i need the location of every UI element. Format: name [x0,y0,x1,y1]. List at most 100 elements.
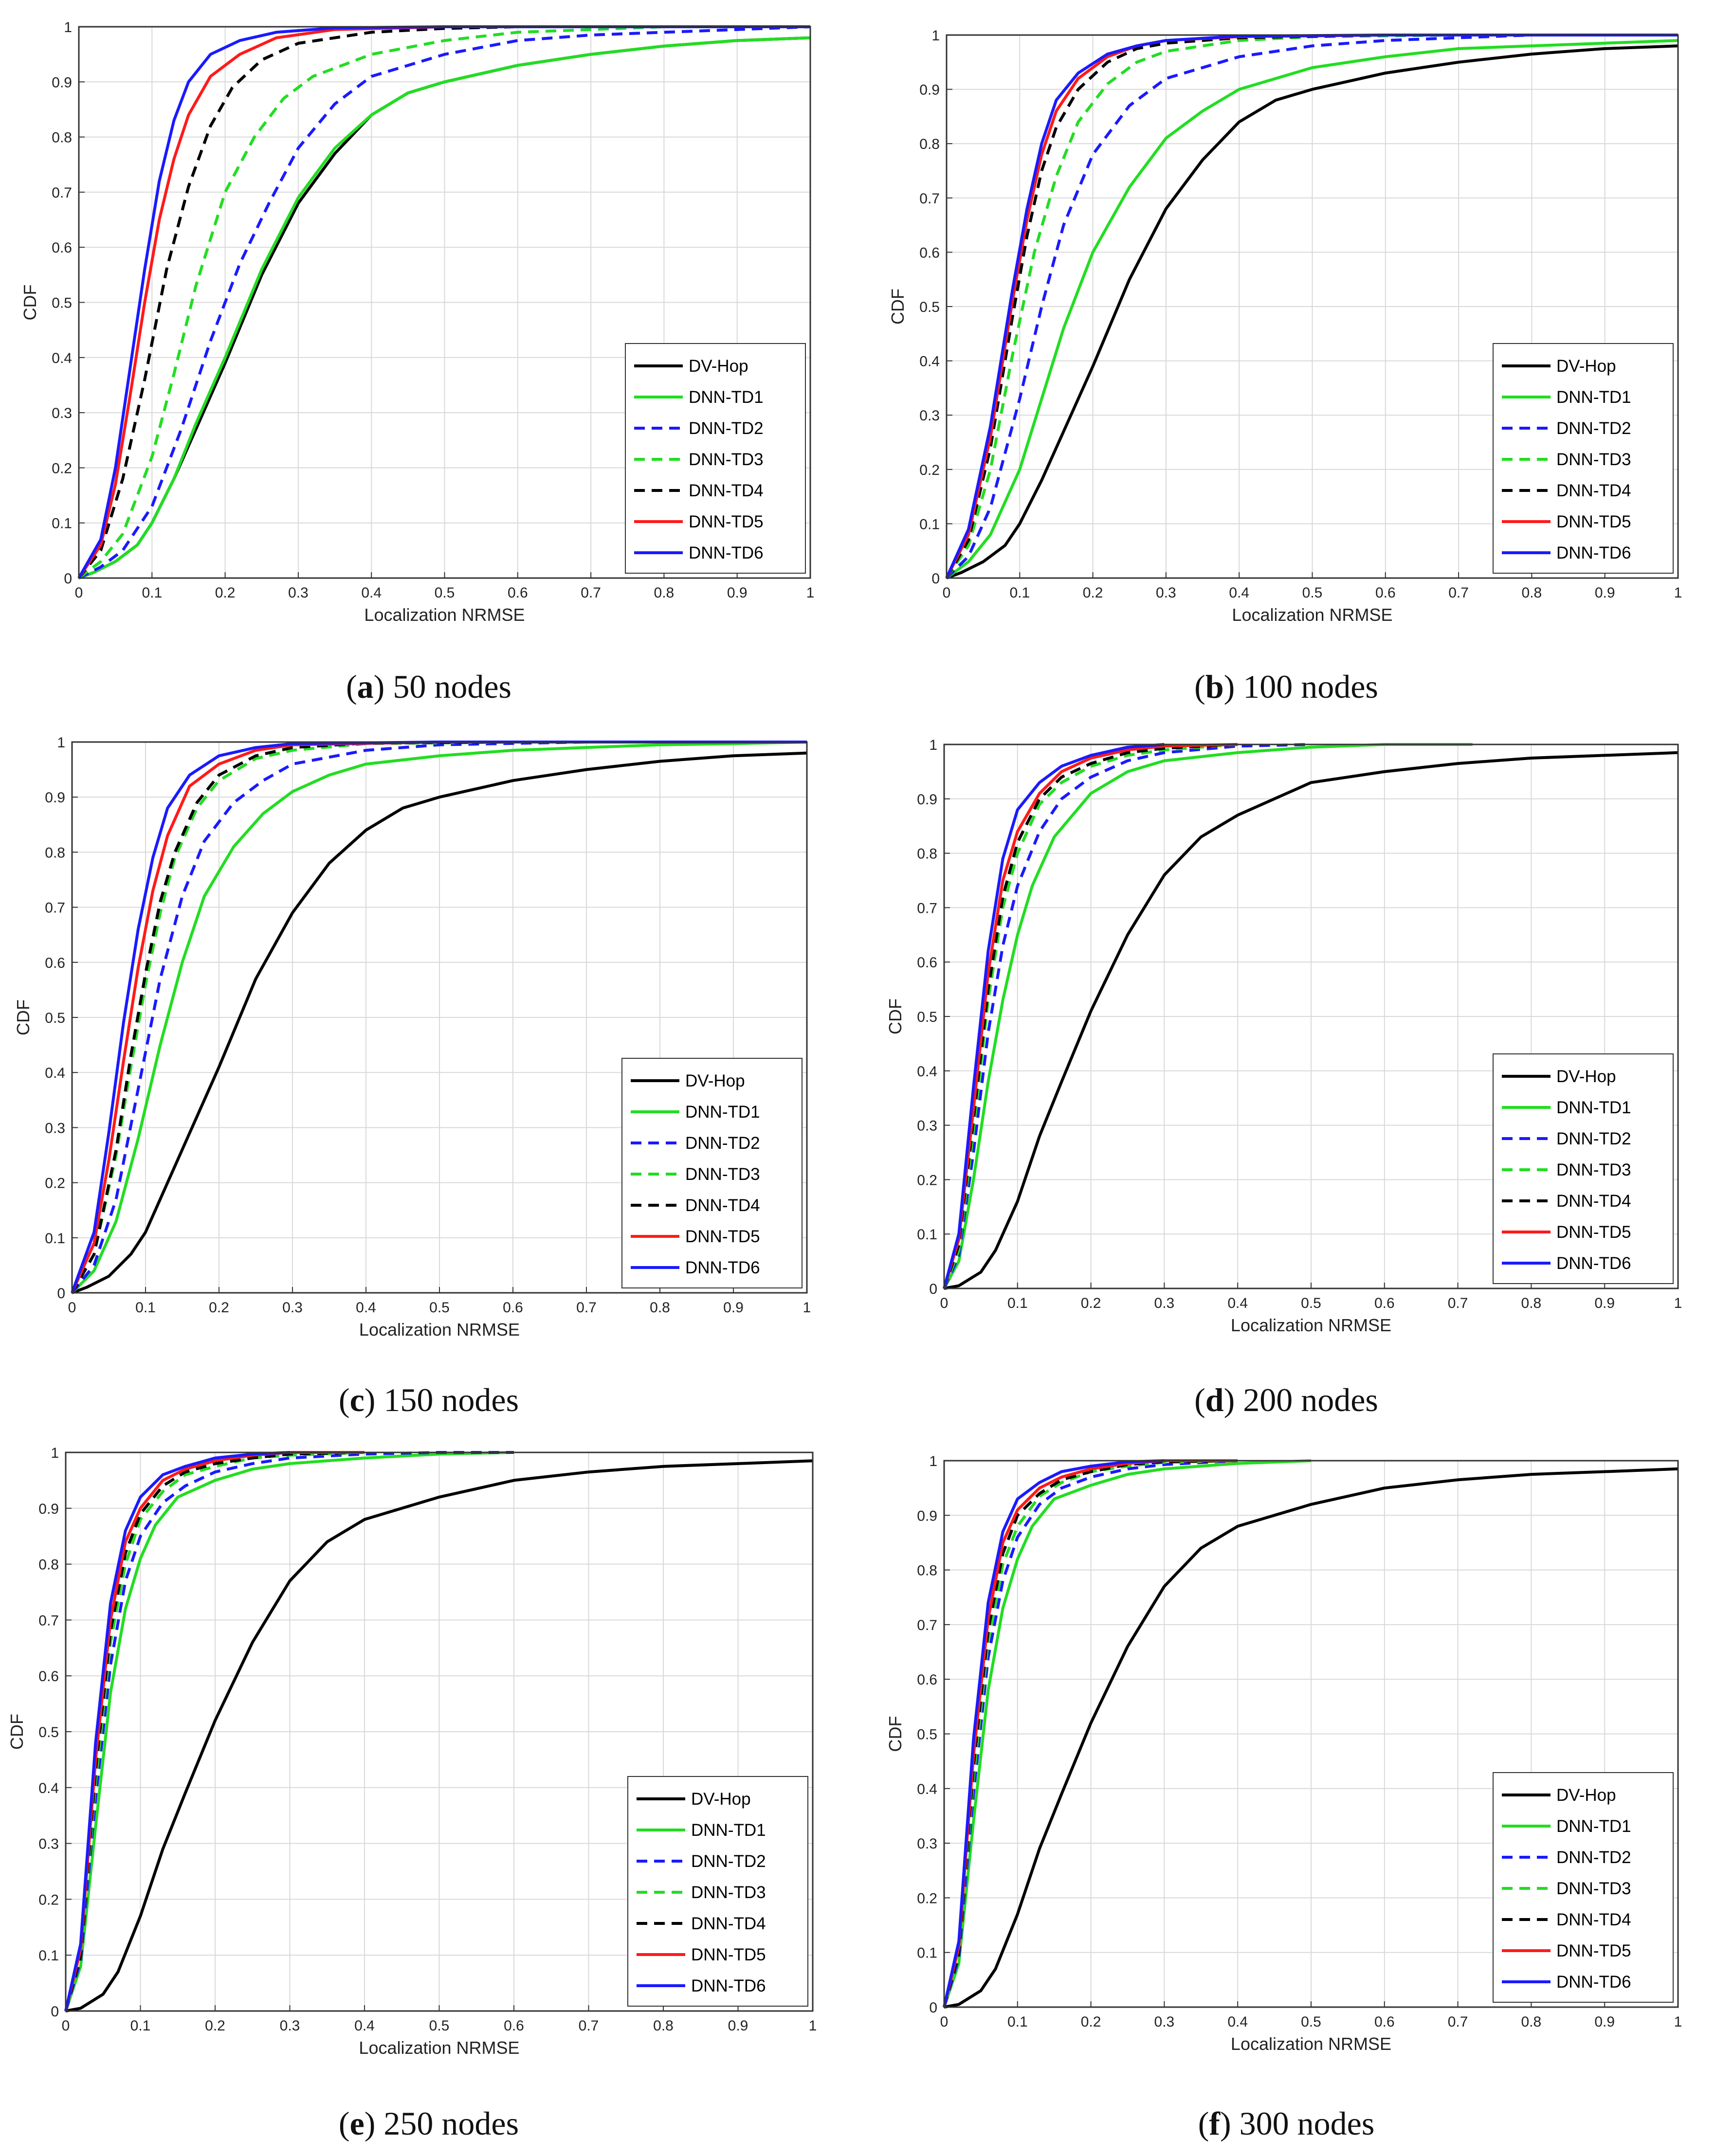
x-tick-label: 0.7 [1448,1295,1468,1311]
x-tick-label: 0.4 [1229,585,1249,601]
y-tick-label: 0.4 [919,354,940,370]
legend-label: DNN-TD6 [1556,1973,1631,1992]
axes-frame [943,743,1679,1289]
legend: DV-Hop DNN-TD1 DNN-TD2 DNN-TD3 DNN-TD4 DNN-TD… [1493,343,1674,574]
x-tick-label: 1 [1674,2014,1682,2030]
series-line-dv-hop [944,751,1679,1290]
y-tick-label: 0.5 [45,1010,65,1026]
x-tick-label: 0.9 [1595,585,1615,601]
y-tick-label: 0.8 [38,1557,59,1573]
x-tick-label: 0.7 [579,2018,599,2034]
x-tick-label: 0.9 [728,2018,748,2034]
x-tick-label: 0.8 [650,1300,670,1316]
y-tick-label: 0.9 [45,790,65,806]
series-line-dnn-td1 [946,39,1679,580]
x-tick-label: 0.1 [130,2018,151,2034]
x-tick-label: 0.9 [727,585,748,601]
legend-label: DNN-TD2 [1556,419,1631,438]
y-tick-label: 1 [51,1445,59,1461]
y-axis-label: CDF [20,285,40,321]
series-line-dnn-td6 [71,741,807,1294]
legend-label: DNN-TD2 [689,419,764,438]
x-tick-label: 0.4 [1227,2014,1248,2030]
legend-label: DNN-TD2 [1556,1848,1631,1867]
x-tick-label: 0.5 [429,2018,450,2034]
x-tick-label: 0.6 [504,2018,524,2034]
y-tick-label: 0.2 [38,1892,59,1908]
legend-label: DNN-TD4 [685,1196,760,1215]
series-line-dnn-td5 [943,743,1238,1289]
legend-label: DNN-TD2 [1556,1129,1631,1148]
y-tick-label: 0 [929,1281,937,1297]
series-line-dnn-td6 [945,34,1678,579]
series-line-dnn-td1 [943,1459,1312,2008]
series-line-dnn-td6 [64,1451,290,2011]
legend-label: DV-Hop [691,1790,751,1809]
series-line-dnn-td2 [943,1459,1238,2008]
legend-label: DNN-TD1 [685,1103,760,1122]
x-tick-label: 0.7 [1448,2014,1468,2030]
y-tick-label: 0.6 [38,1668,59,1685]
y-axis-label: CDF [885,1716,905,1752]
x-tick-label: 1 [1674,1295,1682,1311]
y-tick-label: 0.3 [919,408,940,424]
legend-label: DNN-TD4 [691,1914,766,1933]
series-line-dnn-td2 [71,741,807,1294]
y-tick-label: 0.6 [45,955,65,971]
x-tick-label: 0.1 [142,585,162,601]
legend-label: DNN-TD4 [1556,1910,1631,1929]
x-tick-label: 0.2 [205,2018,225,2034]
x-tick-label: 0.3 [282,1300,303,1316]
y-axis-label: CDF [888,289,908,325]
x-axis-label: Localization NRMSE [359,1320,520,1340]
y-tick-label: 1 [929,1453,937,1469]
y-tick-label: 0 [931,571,940,587]
legend-label: DNN-TD3 [1556,1879,1631,1898]
x-tick-label: 0.4 [1227,1295,1248,1311]
y-tick-label: 0.6 [917,955,937,971]
y-tick-label: 0.9 [38,1501,59,1517]
y-tick-label: 0.2 [917,1890,937,1906]
y-tick-label: 1 [57,735,65,751]
legend-label: DNN-TD1 [1556,388,1631,407]
y-tick-label: 0.3 [917,1118,937,1134]
y-tick-label: 0.1 [917,1227,937,1243]
axes-frame [943,1460,1679,2008]
x-tick-label: 0.3 [1156,585,1176,601]
legend-label: DV-Hop [1556,357,1616,376]
y-tick-label: 0.5 [38,1724,59,1740]
legend-label: DNN-TD2 [691,1852,766,1871]
y-tick-label: 0.6 [52,240,72,256]
legend-label: DNN-TD1 [689,388,764,407]
y-tick-label: 0.7 [919,191,940,207]
y-tick-label: 0.5 [919,299,940,315]
y-tick-label: 0.1 [917,1945,937,1961]
legend-label: DNN-TD3 [689,450,764,469]
y-axis-label: CDF [885,998,905,1034]
x-tick-label: 0.2 [1081,2014,1101,2030]
legend-label: DNN-TD3 [691,1883,766,1902]
series-line-dnn-td3 [78,25,810,580]
x-tick-label: 1 [1674,585,1682,601]
x-tick-label: 0.6 [1375,585,1396,601]
x-tick-label: 0.5 [1302,585,1323,601]
chart-panel-c: 0 0.1 0.2 0.3 0.4 0.5 0.6 0.7 0.8 0.9 1 0 0.1 0.2 0.3 0… [13,735,811,1340]
y-tick-label: 0 [929,2000,937,2016]
series-line-dnn-td2 [78,25,811,580]
legend-label: DNN-TD6 [685,1258,760,1277]
legend-label: DNN-TD6 [1556,1254,1631,1273]
x-tick-label: 0.2 [1083,585,1103,601]
x-axis-label: Localization NRMSE [1231,2034,1391,2054]
x-tick-label: 0.5 [1301,2014,1321,2030]
legend: DV-Hop DNN-TD1 DNN-TD2 DNN-TD3 DNN-TD4 DNN-TD… [1493,1772,1674,2003]
series-line-dnn-td6 [943,1459,1165,2008]
x-tick-label: 0.9 [1594,2014,1615,2030]
x-axis-label: Localization NRMSE [359,2038,519,2058]
y-tick-label: 0.3 [45,1120,65,1136]
x-tick-label: 0.2 [1081,1295,1101,1311]
series-line-dnn-td1 [943,743,1473,1289]
series-line-dnn-td1 [64,1451,514,2011]
x-tick-label: 0 [940,1295,949,1311]
